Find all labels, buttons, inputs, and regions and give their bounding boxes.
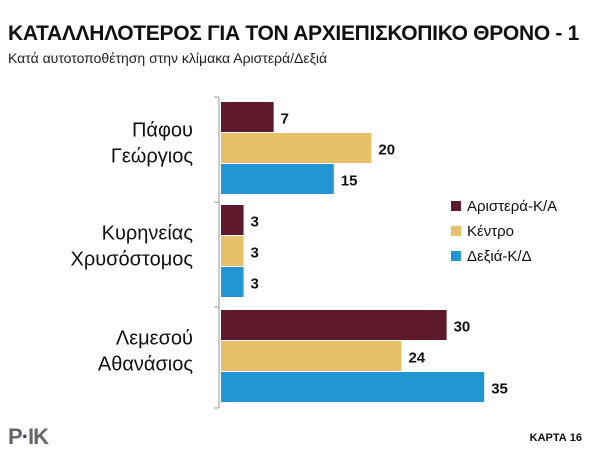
bar-right	[221, 267, 244, 297]
data-label: 3	[251, 214, 259, 231]
data-label: 3	[251, 245, 259, 262]
legend-label: Δεξιά-Κ/Δ	[467, 248, 532, 265]
bar-left	[221, 310, 447, 340]
category-label: Γεώργιος	[111, 146, 193, 168]
data-label: 3	[251, 276, 259, 293]
bar-center	[221, 341, 402, 371]
bar-left	[221, 205, 244, 235]
category-label: Αθανάσιος	[98, 354, 193, 376]
legend-swatch	[451, 201, 461, 211]
bar-left	[221, 102, 274, 132]
legend-swatch	[451, 251, 461, 261]
data-label: 35	[491, 381, 508, 398]
legend-swatch	[451, 226, 461, 236]
bar-right	[221, 372, 485, 402]
data-label: 20	[378, 142, 395, 159]
bar-center	[221, 133, 372, 163]
bar-center	[221, 236, 244, 266]
chart-subtitle: Κατά αυτοτοποθέτηση στην κλίμακα Αριστερ…	[8, 50, 328, 66]
bar-right	[221, 164, 334, 194]
category-label: Λεμεσού	[116, 328, 193, 350]
data-label: 7	[281, 111, 289, 128]
data-label: 30	[454, 319, 471, 336]
page-number: ΚΑΡΤΑ 16	[529, 432, 582, 444]
data-label: 15	[341, 173, 358, 190]
chart-title: ΚΑΤΑΛΛΗΛΟΤΕΡΟΣ ΓΙΑ ΤΟΝ ΑΡΧΙΕΠΙΣΚΟΠΙΚΟ ΘΡ…	[8, 22, 579, 45]
legend-label: Κέντρο	[467, 223, 514, 240]
category-label: Πάφου	[132, 120, 193, 142]
category-label: Χρυσόστομος	[71, 249, 194, 271]
category-label: Κυρηνείας	[102, 223, 194, 245]
data-label: 24	[408, 350, 425, 367]
legend-label: Αριστερά-Κ/Α	[467, 198, 557, 215]
rik-logo: Ρ·ΙΚ	[8, 424, 49, 449]
